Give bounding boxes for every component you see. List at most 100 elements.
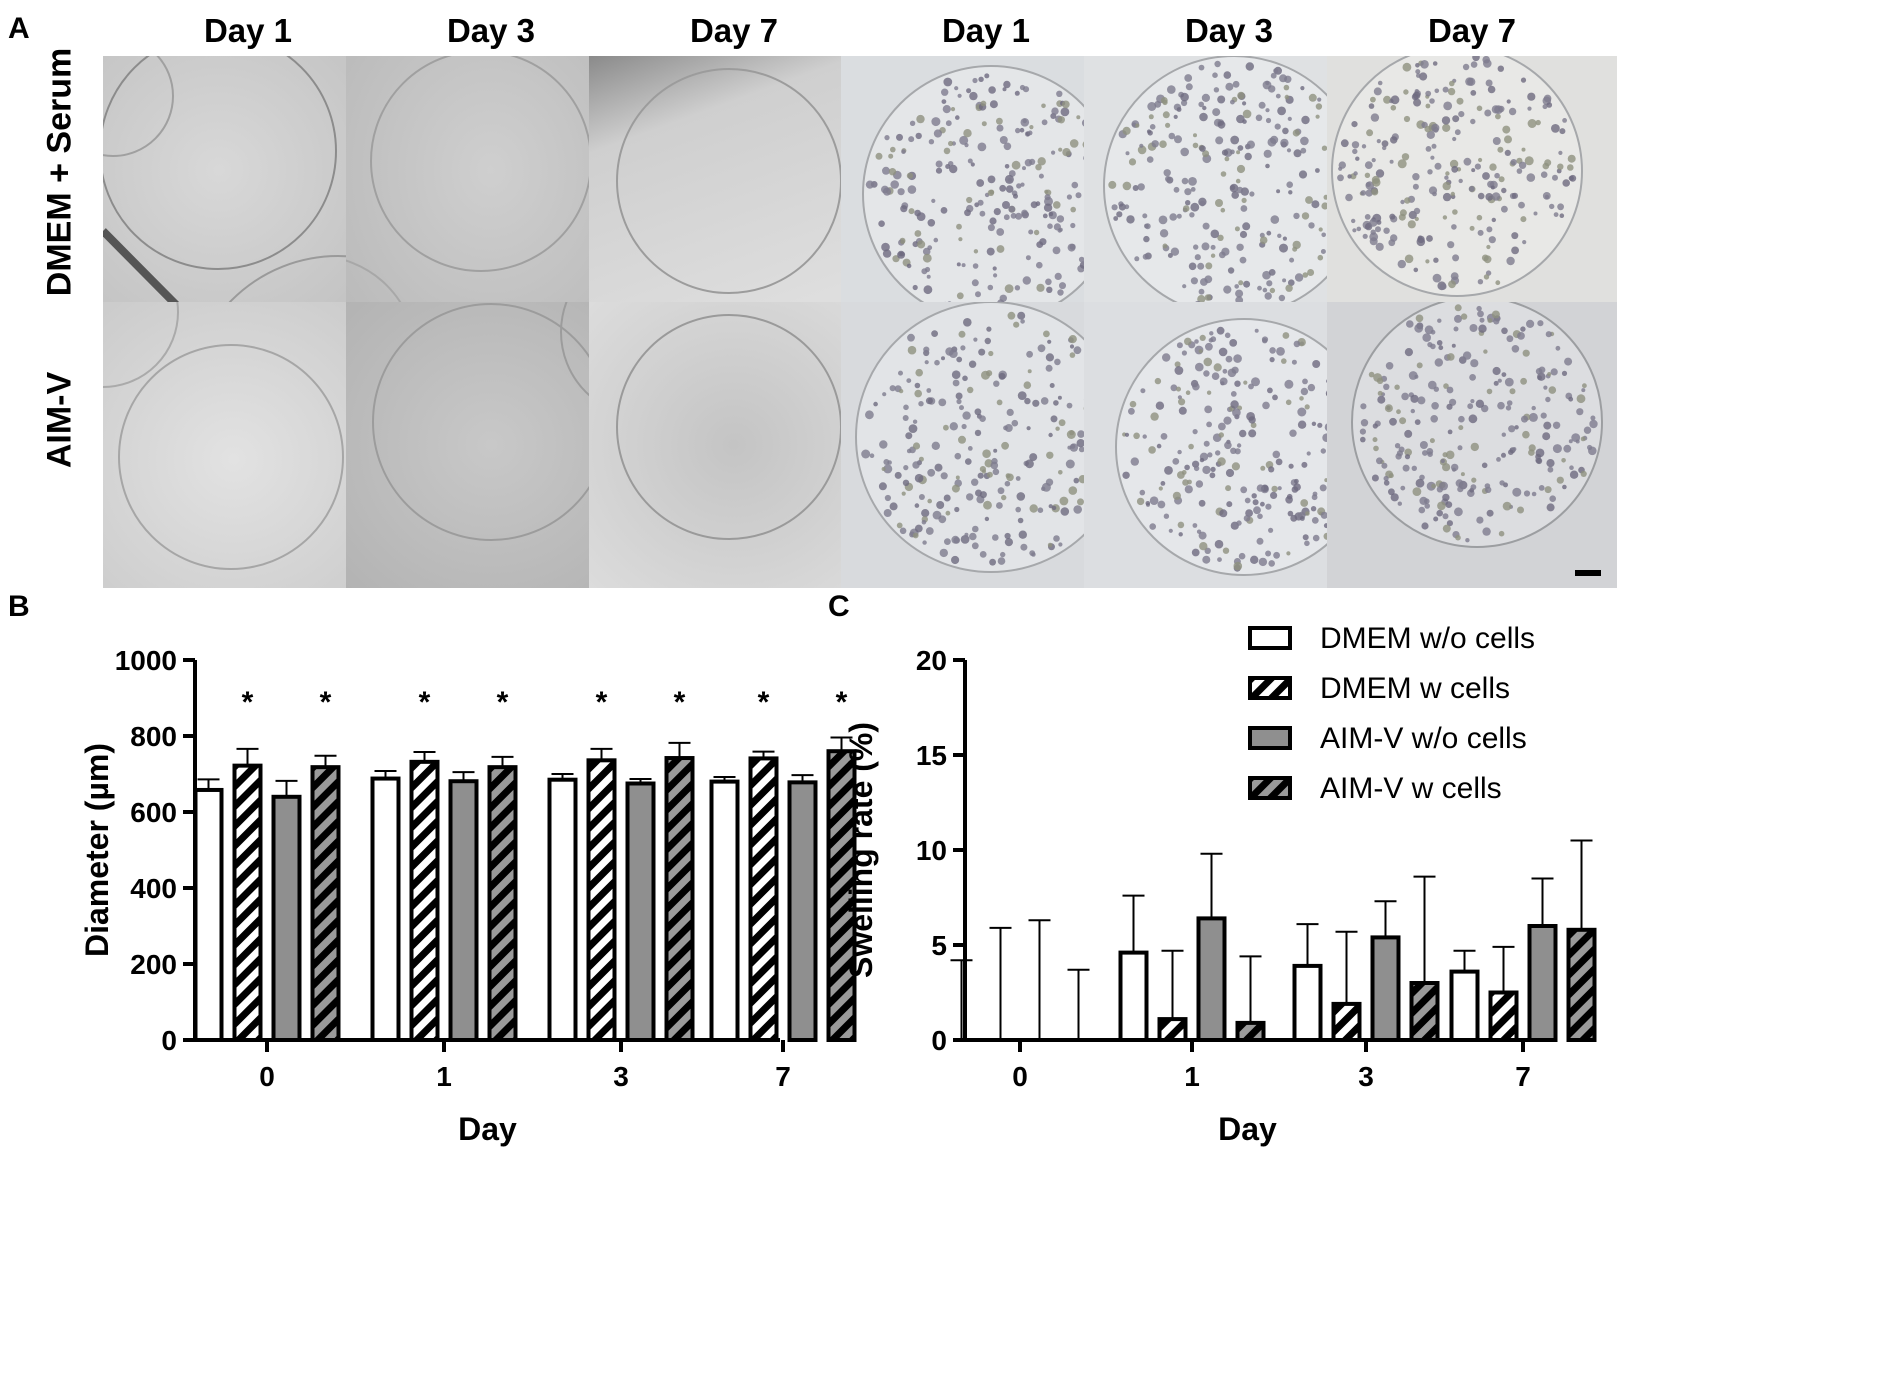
cell-dot <box>940 207 948 214</box>
cell-dot <box>902 479 910 486</box>
cell-dot <box>1450 191 1455 197</box>
cell-dot <box>996 124 1004 132</box>
cell-dot <box>907 333 915 342</box>
cell-dot <box>1404 254 1414 264</box>
cell-dot <box>1360 403 1367 410</box>
cell-dot <box>1509 388 1516 395</box>
cell-dot <box>943 77 953 87</box>
cell-dot <box>981 370 990 380</box>
cell-dot <box>992 534 999 541</box>
cell-dot <box>1501 452 1506 458</box>
cell-dot <box>1404 454 1411 460</box>
cell-dot <box>1442 513 1449 520</box>
cell-dot <box>1213 363 1222 372</box>
cell-dot <box>1135 123 1140 128</box>
cell-dot <box>1220 171 1227 177</box>
cell-dot <box>1022 276 1031 285</box>
cell-dot <box>1527 92 1536 101</box>
cell-dot <box>1351 141 1360 149</box>
cell-dot <box>1306 451 1311 456</box>
bar-aim-v-w-cells-day0 <box>310 765 341 1042</box>
cell-dot <box>1148 114 1154 120</box>
cell-dot <box>1178 406 1187 415</box>
cell-dot <box>905 432 913 440</box>
cell-dot <box>996 228 1005 236</box>
cell-dot <box>1162 353 1171 362</box>
cell-dot <box>1181 99 1188 107</box>
cell-dot <box>1022 166 1026 171</box>
cell-dot <box>1265 108 1270 113</box>
cell-dot <box>1277 233 1282 238</box>
cell-dot <box>988 86 996 94</box>
cell-dot <box>1284 75 1292 83</box>
cell-dot <box>1018 530 1027 539</box>
panel-c-letter: C <box>828 590 850 623</box>
micrograph-dmem-day7-cells <box>1327 56 1617 342</box>
cell-dot <box>1151 140 1159 148</box>
cell-dot <box>1017 391 1027 400</box>
cell-dot <box>950 107 956 112</box>
cell-dot <box>1139 489 1146 496</box>
cell-dot <box>1460 313 1468 320</box>
bar-aim-v-w-cells-day3 <box>664 756 695 1042</box>
cell-dot <box>1217 457 1226 466</box>
cell-dot <box>1281 358 1287 364</box>
cell-dot <box>958 330 966 338</box>
significance-asterisk: * <box>758 686 770 719</box>
y-tick-label: 1000 <box>115 645 177 676</box>
cell-dot <box>1485 79 1493 87</box>
cell-dot <box>1383 227 1390 234</box>
cell-dot <box>890 146 896 153</box>
cell-dot <box>1381 462 1388 469</box>
cell-dot <box>926 274 931 279</box>
cell-dot <box>1255 114 1263 122</box>
cell-dot <box>1225 485 1232 492</box>
cell-dot <box>987 224 995 232</box>
bar-dmem-w-o-cells-day7 <box>709 779 740 1042</box>
cell-dot <box>1014 285 1021 291</box>
cell-dot <box>882 392 887 397</box>
cell-dot <box>1569 174 1577 182</box>
cell-dot <box>1172 491 1181 500</box>
cell-dot <box>1389 417 1397 426</box>
cell-dot <box>899 527 907 535</box>
cell-dot <box>1456 97 1464 105</box>
cell-dot <box>979 415 986 422</box>
cell-dot <box>1454 507 1463 517</box>
cell-dot <box>1412 183 1419 190</box>
cell-dot <box>1569 465 1574 470</box>
cell-dot <box>908 136 915 143</box>
cell-dot <box>1427 169 1433 175</box>
cell-dot <box>1401 392 1409 401</box>
cell-dot <box>1544 486 1552 494</box>
cell-dot <box>1199 334 1206 341</box>
cell-dot <box>1546 503 1555 512</box>
cell-dot <box>1007 177 1012 183</box>
cell-dot <box>1212 72 1218 78</box>
cell-dot <box>914 230 922 237</box>
cell-dot <box>1147 102 1157 111</box>
cell-dot <box>1061 100 1070 109</box>
cell-dot <box>1210 244 1216 250</box>
x-tick-label: 0 <box>259 1061 275 1092</box>
cell-dot <box>1552 421 1561 429</box>
cell-dot <box>957 93 962 98</box>
cell-dot <box>1582 383 1587 389</box>
cell-dot <box>1442 192 1452 202</box>
cell-dot <box>1352 228 1357 233</box>
cell-dot <box>1047 339 1052 344</box>
significance-asterisk: * <box>419 686 431 719</box>
cell-dot <box>1338 161 1346 169</box>
cell-dot <box>1044 189 1049 194</box>
cell-dot <box>1458 425 1464 431</box>
y-tick-label: 0 <box>161 1025 177 1056</box>
cell-dot <box>1210 336 1217 343</box>
cell-dot <box>1299 396 1304 401</box>
cell-dot <box>1182 284 1187 289</box>
cell-dot <box>1198 64 1205 71</box>
cell-dot <box>1236 243 1244 251</box>
cell-dot <box>1562 118 1567 123</box>
cell-dot <box>959 405 964 411</box>
cell-dot <box>1168 132 1176 140</box>
cell-dot <box>1214 539 1224 549</box>
